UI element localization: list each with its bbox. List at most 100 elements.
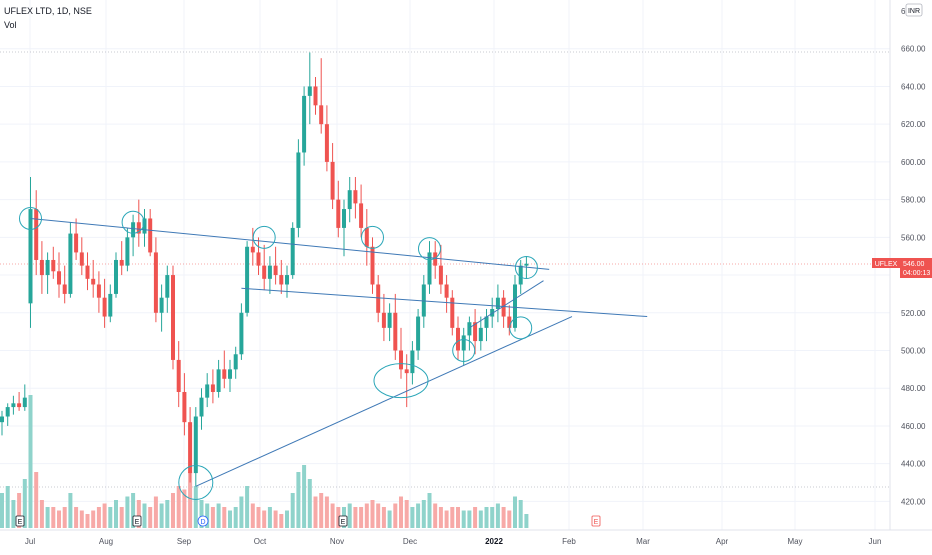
candle-body [302,95,307,153]
candle-body [28,209,33,304]
volume-bar [79,510,84,528]
trendline[interactable] [195,316,573,487]
volume-bar [245,486,250,528]
circle-annotation[interactable] [509,316,533,340]
circle-annotation[interactable] [373,363,429,399]
volume-bar [153,496,158,528]
candle-body [85,265,90,279]
y-tick-label: 640.00 [901,82,926,91]
volume-bar [427,493,432,528]
volume-bar [501,507,506,528]
candle-body [0,416,4,423]
candle-body [319,105,324,125]
volume-bar [45,507,50,528]
symbol-price-tag [872,258,900,268]
y-tick-label: 520.00 [901,309,926,318]
trendline[interactable] [469,280,544,329]
x-tick-label: Mar [636,537,650,546]
currency-badge[interactable] [905,3,923,17]
volume-bar [376,503,381,528]
candle-body [108,293,113,317]
volume-bar [22,479,27,528]
volume-bar [273,510,278,528]
candle-body [364,227,369,247]
volume-bar [0,493,4,528]
volume-bar [136,500,141,528]
candle-body [507,316,512,328]
volume-bar [176,486,181,528]
candle-body [182,391,187,423]
candle-body [176,359,181,392]
volume-bar [165,500,170,528]
candle-body [153,252,158,313]
candle-body [210,384,215,392]
circle-annotation[interactable] [252,225,276,249]
candle-body [17,403,22,408]
earnings-marker[interactable] [132,515,142,527]
volume-bar [142,503,147,528]
volume-bar [421,500,426,528]
volume-bar [484,507,489,528]
circle-annotation[interactable] [452,339,476,362]
candle-body [467,322,472,336]
trendline[interactable] [241,287,648,318]
volume-bar [478,510,483,528]
y-tick-label: 560.00 [901,233,926,242]
candle-body [484,316,489,328]
volume-bar [490,507,495,528]
candle-body [450,297,455,328]
volume-bar [182,489,187,528]
candle-body [228,369,232,379]
candle-body [324,124,329,162]
candle-body [91,278,96,285]
volume-bar [393,503,398,528]
candle-body [233,354,238,370]
circle-annotation[interactable] [121,210,145,234]
candle-body [171,275,175,360]
earnings-marker[interactable] [338,515,348,527]
volume-bar [347,503,352,528]
volume-bar [518,500,523,528]
candle-body [11,403,16,408]
candle-body [188,422,193,474]
candle-body [296,152,301,228]
circle-annotation[interactable] [514,256,538,280]
candle-body [102,297,107,317]
candle-body [74,233,79,253]
candle-body [342,209,346,228]
candle-body [387,312,392,328]
volume-bar [467,510,472,528]
volume-bar [399,496,403,528]
volume-bar [456,507,460,528]
y-tick-label: 500.00 [901,347,926,356]
volume-bar [307,479,312,528]
candle-body [336,199,341,228]
candle-body [359,203,364,228]
candle-body [273,265,278,276]
x-tick-label: Oct [254,537,267,546]
y-tick-label: 600.00 [901,158,926,167]
earnings-marker[interactable] [591,515,601,527]
volume-bar [119,507,124,528]
candle-body [205,384,210,398]
candle-body [290,227,295,276]
trendline[interactable] [30,217,550,270]
candle-body [399,350,403,370]
candle-body [159,297,164,313]
volume-bar [279,514,284,528]
circle-annotation[interactable] [418,237,441,261]
dividend-marker[interactable] [197,515,209,527]
circle-annotation[interactable] [178,465,214,501]
candle-body [45,259,50,276]
volume-bar [28,395,33,528]
volume-bar [302,465,307,528]
circle-annotation[interactable] [361,225,384,249]
earnings-marker[interactable] [15,515,25,527]
volume-bar [473,507,478,528]
dividend-marker-label: D [200,519,205,526]
earnings-marker-label: E [18,519,23,526]
volume-bar [507,510,512,528]
circle-annotation[interactable] [19,206,42,230]
